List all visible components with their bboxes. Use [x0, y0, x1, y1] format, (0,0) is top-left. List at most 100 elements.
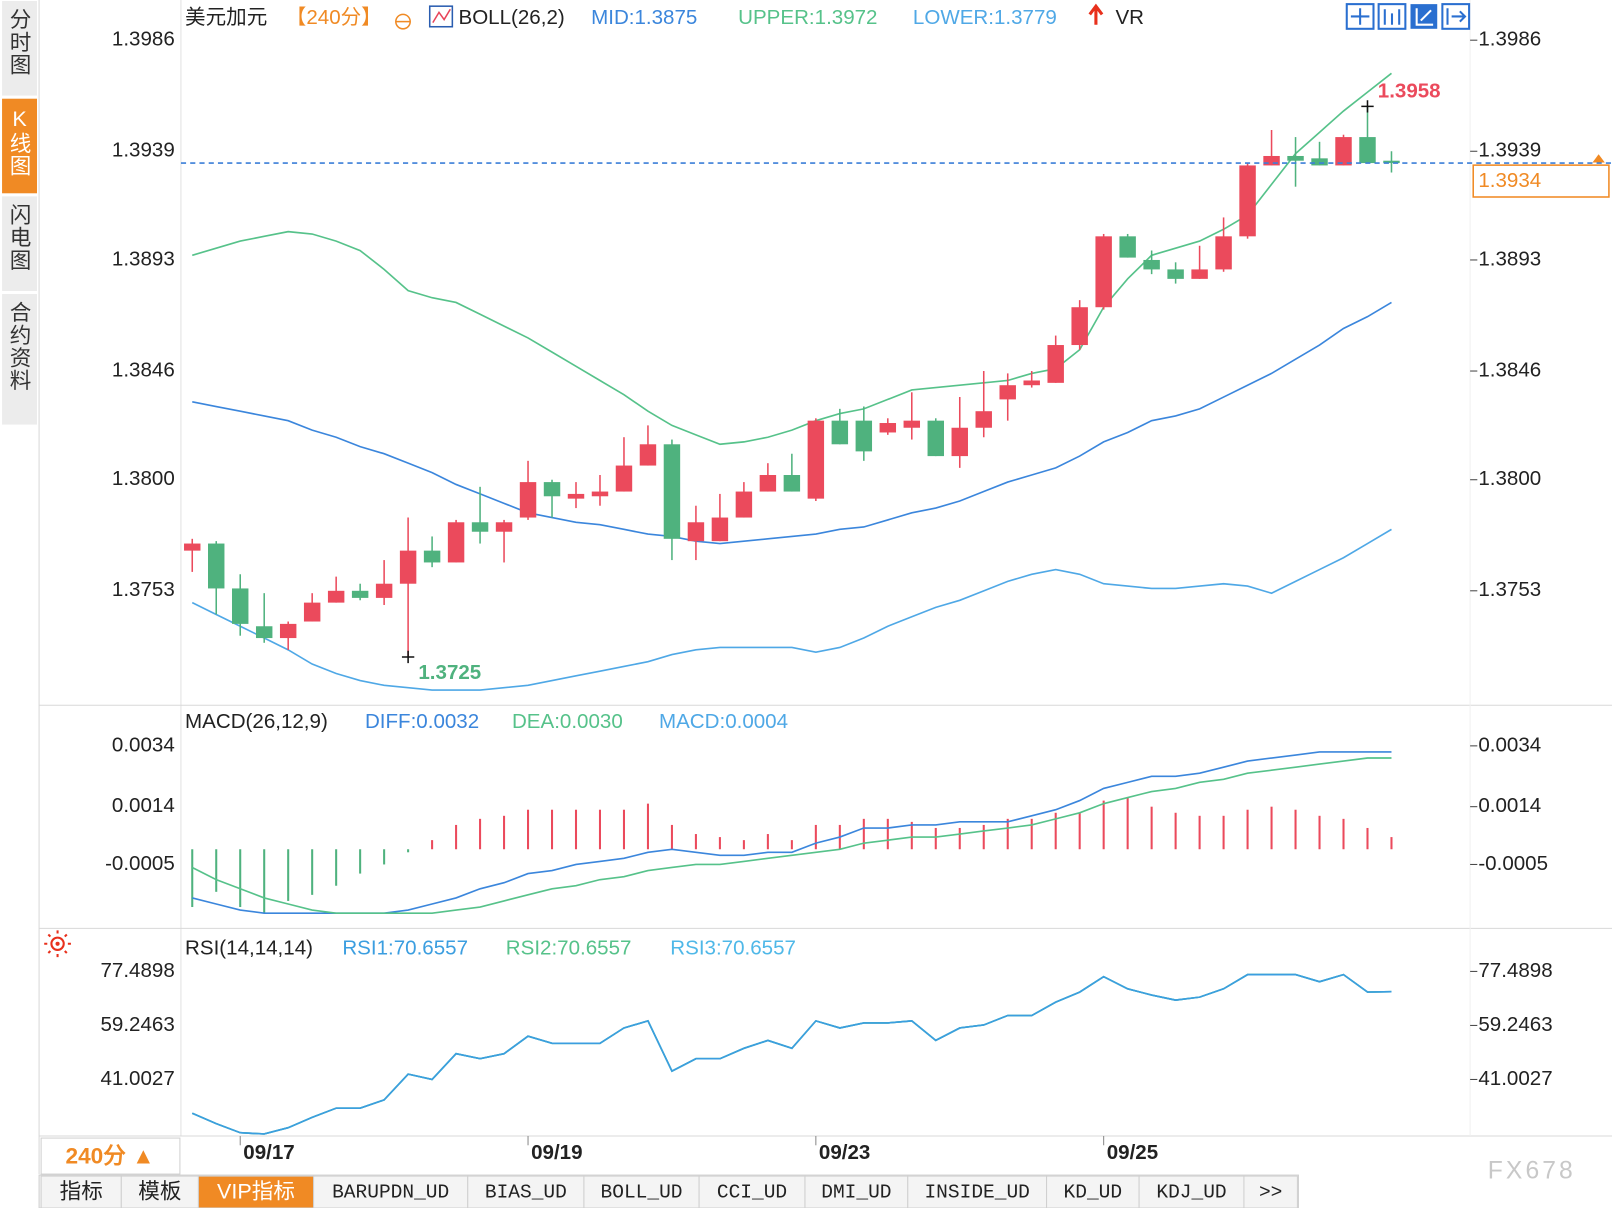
y-tick-label-left: 1.3846 — [112, 358, 175, 381]
y-tick-label-left: 0.0014 — [112, 794, 175, 817]
indicator-name: BOLL(26,2) — [459, 6, 565, 29]
indicator-tab[interactable] — [583, 1175, 700, 1209]
macd-line — [191, 757, 1392, 914]
candle-body — [879, 423, 897, 433]
y-tick-label-left: 1.3893 — [112, 247, 175, 270]
sidebar-tab-label[interactable]: K线图 — [7, 106, 32, 177]
candle-body — [279, 623, 297, 639]
y-tick-label-right: 0.0014 — [1478, 794, 1541, 817]
indicator-tab[interactable] — [197, 1175, 315, 1209]
indicator-tab-label[interactable]: VIP指标 — [217, 1178, 295, 1203]
x-tick-label: 09/19 — [531, 1141, 582, 1164]
settings-icon-dot — [55, 941, 60, 946]
indicator-tab-label[interactable]: BOLL_UD — [601, 1182, 683, 1204]
period-selector[interactable]: 240分 ▲ — [66, 1144, 155, 1169]
legend-entry: UPPER:1.3972 — [738, 6, 877, 29]
sidebar-tab-label[interactable]: 闪电图 — [7, 204, 32, 272]
y-tick-label-right: 59.2463 — [1478, 1013, 1552, 1036]
candle-body — [807, 420, 825, 499]
indicator-tab-label[interactable]: KDJ_UD — [1156, 1182, 1226, 1204]
candle-body — [999, 385, 1016, 400]
sidebar-tab[interactable] — [2, 196, 38, 291]
panel-title: 美元加元 — [185, 6, 267, 29]
indicator-tab-label[interactable]: 指标 — [60, 1178, 103, 1203]
candle-body — [1383, 160, 1400, 164]
indicator-tab[interactable] — [313, 1175, 469, 1209]
settings-icon-rays — [44, 930, 71, 958]
indicator-tab[interactable] — [907, 1175, 1048, 1209]
sidebar-tab[interactable] — [2, 294, 38, 425]
indicator-tab[interactable] — [40, 1175, 122, 1209]
boll-line — [192, 301, 1392, 545]
y-tick-label-left: 1.3986 — [112, 28, 175, 51]
indicator-tab-label[interactable]: BIAS_UD — [485, 1182, 567, 1204]
indicator-tab-label[interactable]: CCI_UD — [717, 1182, 787, 1204]
candle-body — [687, 522, 705, 542]
candle-body — [1335, 137, 1352, 166]
candle-body — [543, 482, 561, 497]
legend-entry: MACD:0.0004 — [659, 710, 788, 733]
candle-body — [615, 465, 633, 492]
toolbar — [1345, 3, 1471, 30]
indicator-tab[interactable] — [1243, 1175, 1298, 1209]
candle-body — [495, 522, 513, 532]
indicator-tab[interactable] — [467, 1175, 585, 1209]
y-tick-label-left: 41.0027 — [100, 1067, 174, 1090]
current-price-box — [1472, 164, 1610, 198]
y-tick-label-right: 1.3800 — [1478, 467, 1541, 490]
y-tick-label-right: 1.3939 — [1478, 139, 1541, 162]
extreme-marker — [1361, 100, 1374, 113]
candle-body — [519, 482, 537, 518]
candle-body — [1071, 307, 1088, 346]
indicator-tab-label[interactable]: 模板 — [138, 1178, 181, 1203]
legend-entry: RSI2:70.6557 — [506, 936, 632, 959]
indicator-tab-label[interactable]: DMI_UD — [821, 1182, 891, 1204]
candle-body — [759, 475, 777, 492]
candle-body — [1167, 269, 1184, 279]
sidebar-tab[interactable] — [2, 98, 38, 194]
y-tick-label-right: 1.3893 — [1478, 247, 1541, 270]
candle-body — [1095, 236, 1112, 308]
indicator-tab[interactable] — [804, 1175, 909, 1209]
x-tick-label: 09/25 — [1107, 1141, 1158, 1164]
y-tick-label-left: 77.4898 — [100, 959, 174, 982]
y-tick-label-left: 0.0034 — [112, 733, 175, 756]
switch-arrow[interactable] — [1088, 3, 1104, 25]
y-tick-label-right: 1.3846 — [1478, 358, 1541, 381]
indicator-tab-label[interactable]: BARUPDN_UD — [332, 1182, 449, 1204]
y-tick-label-right: 77.4898 — [1478, 959, 1552, 982]
candle-body — [591, 491, 609, 497]
candle-body — [1023, 380, 1040, 386]
indicator-tab-label[interactable]: >> — [1259, 1182, 1282, 1204]
y-tick-label-left: 1.3800 — [112, 467, 175, 490]
candle-body — [1263, 155, 1280, 166]
sidebar-tab-label[interactable]: 合约资料 — [7, 301, 32, 391]
candle-body — [1047, 345, 1064, 383]
candle-body — [1191, 269, 1208, 279]
y-tick-label-left: 1.3939 — [112, 139, 175, 162]
sidebar-tab[interactable] — [2, 1, 38, 96]
x-tick-label: 09/23 — [819, 1141, 870, 1164]
indicator-tab-label[interactable]: KD_UD — [1064, 1182, 1123, 1204]
tool-icon — [1383, 9, 1401, 25]
indicator-tab[interactable] — [1138, 1175, 1245, 1209]
tool-icon — [1350, 8, 1370, 25]
y-tick-label-right: 41.0027 — [1478, 1067, 1552, 1090]
boll-line — [192, 72, 1392, 446]
settings-icon[interactable] — [50, 936, 65, 951]
candle-body — [351, 590, 369, 598]
indicator-tab[interactable] — [1046, 1175, 1140, 1209]
candle-body — [471, 522, 489, 532]
indicator-tab[interactable] — [698, 1175, 806, 1209]
candle-body — [711, 517, 729, 542]
indicator-tab-label[interactable]: INSIDE_UD — [924, 1182, 1029, 1204]
y-tick-label-left: 1.3753 — [112, 578, 175, 601]
high-annotation: 1.3958 — [1378, 79, 1441, 102]
sidebar-tab-label[interactable]: 分时图 — [7, 8, 32, 76]
rsi-line — [191, 973, 1392, 1135]
indicator-tab[interactable] — [120, 1175, 199, 1209]
period-box[interactable] — [40, 1137, 181, 1175]
indicator-switch[interactable]: VR — [1115, 6, 1144, 29]
